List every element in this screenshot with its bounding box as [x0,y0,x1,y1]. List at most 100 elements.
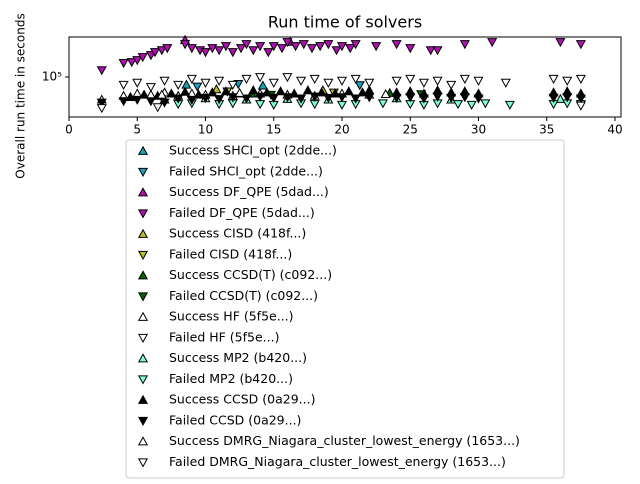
x-tick-label: 25 [403,123,418,137]
data-point [282,38,293,48]
data-point [214,76,225,86]
data-point [214,95,225,105]
legend-marker [137,270,149,280]
legend-marker [137,145,149,155]
y-tick-label: 10⁵ [42,69,62,83]
data-point [132,56,143,66]
legend-marker [137,353,149,363]
data-point [323,93,334,103]
data-point [473,76,484,86]
data-point [446,80,457,90]
legend-label: Failed CISD (418f...) [169,246,292,261]
data-point [350,94,361,104]
data-point [290,42,301,52]
data-point [132,78,143,88]
data-point [432,46,443,56]
legend-box [125,139,565,479]
data-point [255,73,266,83]
data-point [459,93,470,103]
data-point [118,80,129,90]
legend: Success SHCI_opt (2dde...) Failed SHCI_op… [125,139,565,479]
legend-marker [137,187,149,197]
plot-area [96,34,586,114]
legend-label: Failed MP2 (b420...) [169,371,293,386]
data-point [391,76,402,86]
data-point [255,42,266,52]
data-point [350,40,361,50]
data-point [575,101,586,111]
legend-marker [137,167,149,177]
data-point [330,88,341,98]
data-point [162,44,173,54]
data-point [145,83,156,93]
legend-label: Success SHCI_opt (2dde...) [169,143,337,158]
data-point [241,74,252,84]
data-point [295,94,307,104]
data-point [220,42,232,52]
x-tick-label: 15 [266,123,281,137]
data-point [575,74,586,84]
legend-marker [137,333,149,343]
data-point [186,44,197,54]
data-point [405,44,416,54]
data-point [227,80,238,90]
data-point [548,93,559,103]
data-point [156,89,167,99]
legend-marker [137,311,149,321]
data-point [452,100,464,110]
data-point [459,74,470,84]
legend-label: Failed HF (5f5e...) [169,329,279,344]
legend-label: Success DF_QPE (5dad...) [169,184,329,199]
data-point [200,48,211,58]
legend-label: Success HF (5f5e...) [169,309,294,324]
data-point [200,78,211,88]
legend-marker [137,394,149,404]
data-point [331,46,342,56]
legend-label: Failed CCSD(T) (c092...) [169,288,318,303]
x-tick-label: 5 [133,123,141,137]
data-point [173,80,184,90]
data-point [241,40,252,50]
data-point [432,76,443,86]
data-point [405,93,416,103]
data-point [248,46,259,56]
data-point [432,85,443,95]
data-point [125,91,136,101]
data-point [459,40,470,50]
data-point [575,94,586,104]
data-point [432,92,443,102]
data-point [562,76,573,86]
legend-label: Success CISD (418f...) [169,226,306,241]
legend-marker [137,436,149,446]
data-point [473,94,484,104]
data-point [555,38,566,48]
data-point [227,93,238,103]
data-point [268,78,279,88]
data-point [200,93,211,103]
data-point [159,76,170,86]
data-point [323,78,334,88]
legend-marker [137,292,149,302]
data-point [234,87,245,97]
x-tick-label: 40 [607,123,622,137]
legend-label: Failed SHCI_opt (2dde...) [169,163,323,178]
data-point [487,38,498,48]
data-point [145,97,156,107]
data-point [364,85,375,95]
x-tick-label: 10 [198,123,213,137]
legend-marker [137,209,149,219]
data-point [500,78,511,88]
data-point [276,44,287,54]
data-point [220,86,232,96]
data-point [235,44,247,54]
data-point [275,86,286,96]
legend-label: Success CCSD (0a29...) [169,392,315,407]
legend-label: Failed DF_QPE (5dad...) [169,205,315,220]
legend-marker [137,416,149,426]
data-point [418,94,429,104]
legend-label: Success DMRG_Niagara_cluster_lowest_ener… [169,433,520,448]
data-point [302,85,313,95]
data-point [295,76,307,86]
data-point [96,104,107,114]
